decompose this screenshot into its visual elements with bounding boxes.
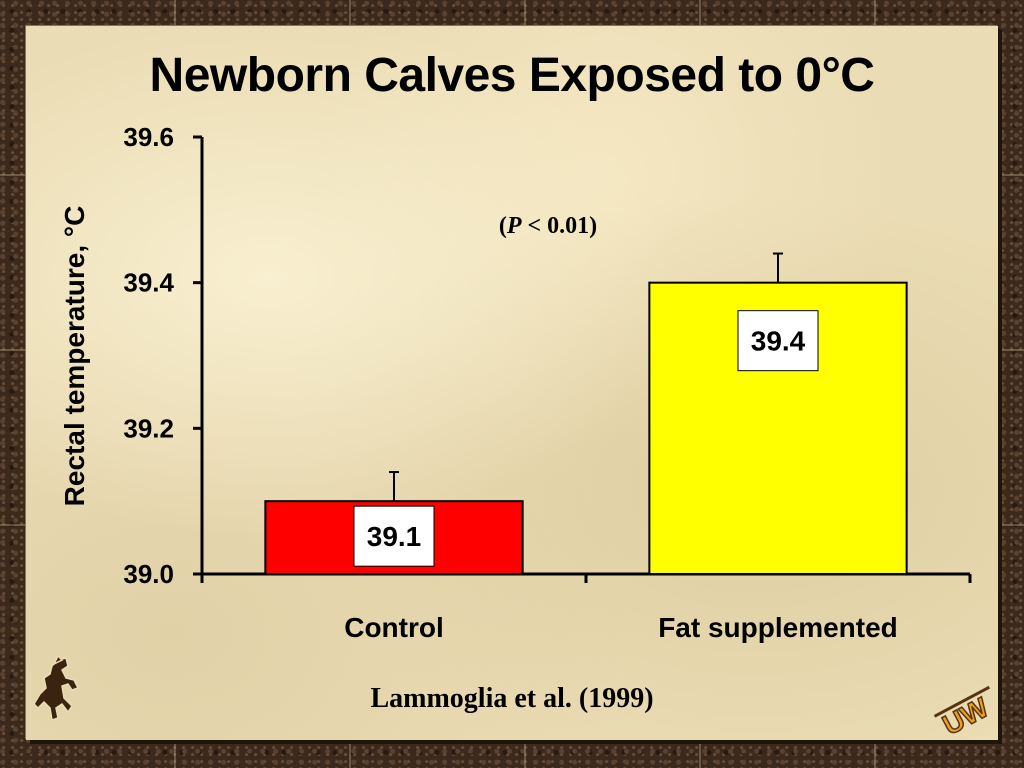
- x-category-label: Control: [344, 612, 444, 643]
- data-label-box: [737, 310, 819, 372]
- data-label-box: [353, 505, 435, 567]
- bucking-horse-logo-icon: [33, 654, 80, 721]
- data-label: 39.4: [751, 326, 806, 357]
- x-category-label: Fat supplemented: [658, 612, 898, 643]
- y-tick-label: 39.2: [123, 413, 174, 443]
- data-label: 39.1: [367, 521, 422, 552]
- slide-title: Newborn Calves Exposed to 0°C: [149, 49, 875, 102]
- y-tick-label: 39.4: [123, 268, 174, 298]
- y-tick-label: 39.6: [123, 122, 174, 152]
- p-value-annotation: (P < 0.01): [499, 213, 597, 239]
- uw-logo-icon: UW: [933, 685, 995, 734]
- citation: Lammoglia et al. (1999): [370, 683, 654, 714]
- y-tick-label: 39.0: [123, 559, 174, 589]
- y-axis-title: Rectal temperature, °C: [59, 206, 90, 507]
